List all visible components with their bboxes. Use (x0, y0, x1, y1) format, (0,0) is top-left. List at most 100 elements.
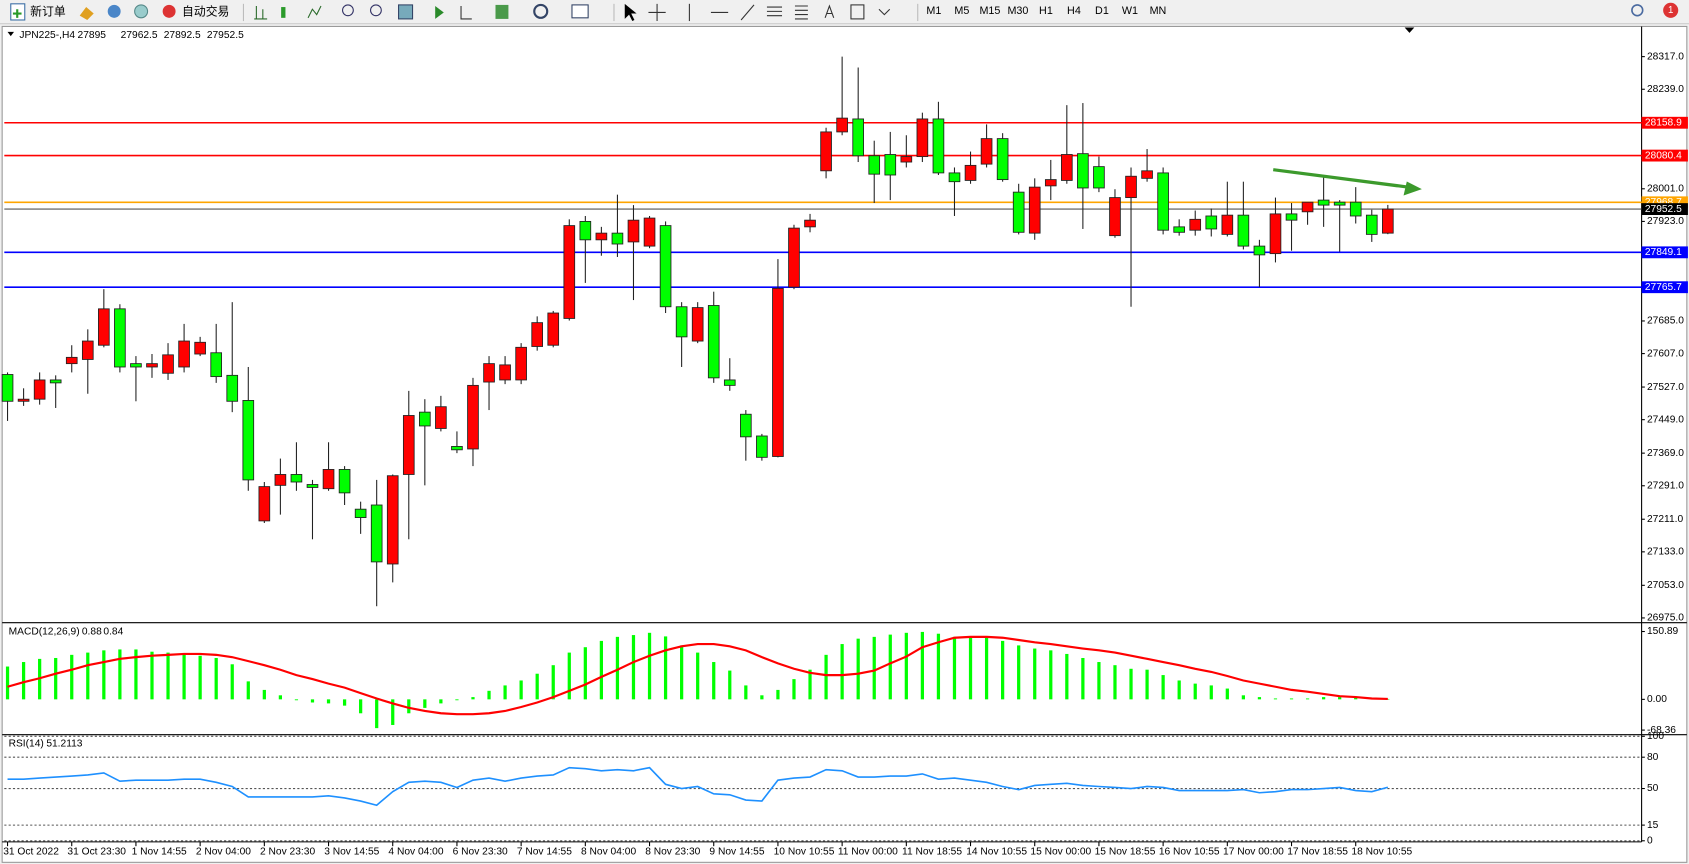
zoom-out-icon[interactable] (370, 4, 382, 17)
macd-bar (198, 655, 202, 700)
macd-bar (278, 695, 283, 700)
trendline-icon[interactable] (740, 4, 755, 21)
candle-chart-icon[interactable] (281, 7, 286, 18)
candle-body (242, 400, 255, 481)
shapes-icon[interactable] (878, 8, 891, 16)
x-tick-label: 7 Nov 14:55 (517, 846, 572, 857)
candle-body (419, 411, 431, 427)
macd-bar (728, 670, 732, 700)
auto-trading-button[interactable]: 自动交易 (162, 5, 230, 19)
macd-bar (1354, 697, 1358, 700)
periods-icon[interactable] (533, 3, 549, 19)
level-label-box (1641, 246, 1688, 259)
candle-body (1157, 172, 1169, 231)
new-order-button[interactable]: 新订单 (10, 3, 66, 21)
bar-chart-icon[interactable] (254, 5, 268, 20)
candle-body (627, 219, 640, 243)
fibo-icon[interactable] (794, 5, 808, 20)
timeframe-button[interactable]: W1 (1122, 5, 1138, 17)
macd-bar (134, 649, 138, 700)
macd-bar (551, 665, 555, 700)
macd-bar (680, 645, 684, 700)
macd-bar (615, 636, 620, 700)
macd-bar (359, 699, 363, 714)
indicator-title: RSI(14) (9, 739, 44, 750)
notification-dot (1663, 2, 1679, 18)
timeframe-button[interactable]: M30 (1007, 5, 1028, 17)
ohlc-value: 27892.5 (164, 30, 201, 41)
x-tick-label: 1 Nov 14:55 (132, 846, 187, 857)
crosshair-icon[interactable] (648, 3, 666, 22)
label-icon[interactable] (850, 4, 865, 20)
signals-icon[interactable] (134, 4, 149, 19)
macd-bar (487, 690, 491, 700)
macd-bar (423, 699, 427, 708)
chart-shift-icon[interactable] (460, 5, 472, 20)
candle-body (900, 156, 913, 163)
zoom-in-icon[interactable] (342, 4, 354, 17)
macd-bar (1322, 697, 1326, 700)
candle-body (804, 219, 816, 228)
candle-body (836, 117, 848, 133)
x-tick-label: 8 Nov 04:00 (581, 846, 636, 857)
candle-body (306, 484, 319, 488)
toolbar-background (0, 0, 1689, 25)
timeframe-button[interactable]: H4 (1067, 5, 1081, 17)
candle-body (1012, 191, 1025, 233)
y-tick-label: 80 (1647, 752, 1659, 763)
macd-bar (712, 662, 716, 700)
candle-body (515, 346, 527, 381)
candle-body (1173, 226, 1185, 233)
line-chart-icon[interactable] (307, 5, 322, 19)
candle-body (146, 363, 158, 368)
candle-body (547, 312, 560, 346)
trend-arrow-head (1403, 181, 1422, 196)
macd-bar (310, 699, 315, 703)
tile-icon[interactable] (398, 4, 414, 20)
cursor-icon[interactable] (624, 3, 637, 22)
channel-icon[interactable] (766, 6, 783, 17)
timeframe-button[interactable]: D1 (1095, 5, 1109, 17)
macd-bar (1097, 662, 1101, 700)
candle-body (884, 154, 897, 176)
macd-bar (535, 673, 539, 700)
candle-body (258, 486, 271, 522)
macd-bar (230, 664, 234, 700)
macd-bar (86, 652, 90, 700)
text-icon[interactable] (824, 4, 835, 19)
candle-body (370, 504, 383, 563)
timeframe-button[interactable]: H1 (1039, 5, 1053, 17)
candle-body (1365, 214, 1378, 235)
notification-badge[interactable]: 1 (1663, 2, 1679, 18)
timeframe-button[interactable]: MN (1150, 5, 1167, 17)
macd-bar (294, 699, 299, 701)
macd-bar (567, 652, 571, 700)
candle-body (467, 384, 479, 450)
search-icon[interactable] (1631, 4, 1644, 17)
candle-body (1349, 201, 1362, 217)
candle-body (226, 374, 239, 402)
candle-body (563, 225, 576, 319)
indicators-icon[interactable] (495, 4, 509, 19)
x-tick-label: 3 Nov 14:55 (324, 846, 379, 857)
macd-bar (1033, 648, 1037, 700)
macd-bar (599, 640, 603, 700)
history-icon[interactable] (79, 7, 94, 20)
autoscroll-icon[interactable] (435, 5, 444, 19)
macd-bar (503, 685, 507, 700)
macd-bar (118, 649, 122, 700)
candle-body (1, 374, 14, 402)
candle-body (579, 220, 592, 241)
y-tick-label: 27291.0 (1647, 480, 1684, 491)
timeframe-button[interactable]: M5 (954, 5, 969, 17)
y-tick-label: 28001.0 (1647, 183, 1684, 194)
templates-icon[interactable] (571, 4, 589, 19)
macd-bar (936, 633, 941, 700)
macd-bar (166, 652, 170, 700)
market-watch-icon[interactable] (107, 4, 121, 18)
trend-arrow-shaft (1273, 168, 1407, 189)
macd-bar (70, 654, 74, 700)
timeframe-button[interactable]: M15 (979, 5, 1000, 17)
new-order-label: 新订单 (30, 5, 66, 19)
timeframe-button[interactable]: M1 (926, 5, 941, 17)
